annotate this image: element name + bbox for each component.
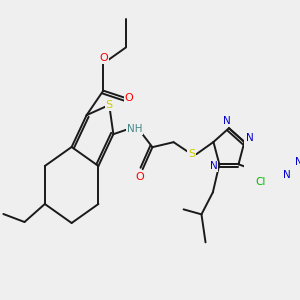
Text: N: N (246, 133, 254, 143)
Text: N: N (295, 158, 300, 167)
Text: O: O (99, 53, 108, 64)
Text: S: S (106, 100, 113, 110)
Text: N: N (224, 116, 231, 126)
Text: Cl: Cl (256, 177, 266, 187)
Text: N: N (210, 161, 218, 171)
Text: N: N (283, 170, 290, 180)
Text: NH: NH (127, 124, 142, 134)
Text: S: S (188, 149, 195, 159)
Text: O: O (136, 172, 145, 182)
Text: O: O (124, 93, 133, 103)
